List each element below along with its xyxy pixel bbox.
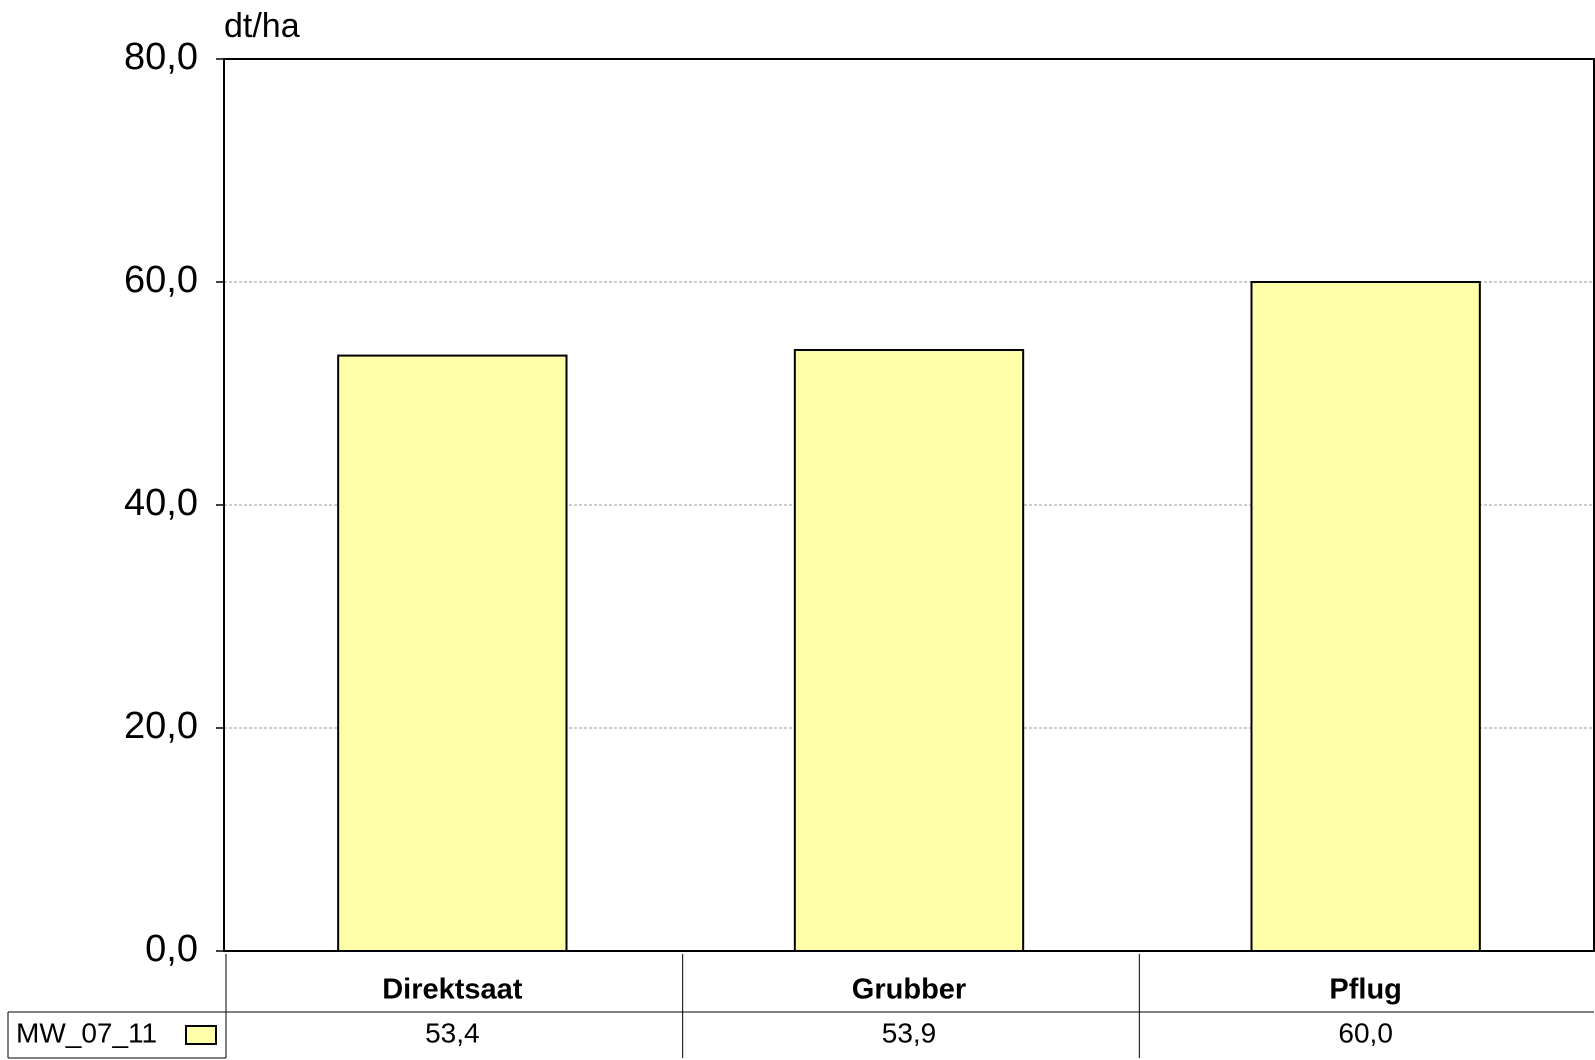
legend-label: MW_07_11 bbox=[16, 1017, 157, 1048]
bar bbox=[1250, 281, 1481, 952]
x-tick-label: Pflug bbox=[1329, 974, 1402, 1006]
value-label: 53,9 bbox=[882, 1017, 937, 1048]
y-tick-label: 80,0 bbox=[124, 36, 198, 78]
y-tick-label: 0,0 bbox=[145, 928, 198, 970]
x-tick-label: Grubber bbox=[852, 974, 966, 1006]
y-tick-label: 40,0 bbox=[124, 482, 198, 524]
y-tick-label: 20,0 bbox=[124, 705, 198, 747]
x-tick-label: Direktsaat bbox=[382, 974, 523, 1006]
value-label: 53,4 bbox=[425, 1017, 480, 1048]
y-axis-label: dt/ha bbox=[224, 7, 300, 45]
legend-swatch bbox=[185, 1025, 217, 1045]
y-tick-label: 60,0 bbox=[124, 259, 198, 301]
bar bbox=[793, 349, 1025, 952]
value-label: 60,0 bbox=[1338, 1017, 1393, 1048]
bar bbox=[337, 354, 568, 952]
